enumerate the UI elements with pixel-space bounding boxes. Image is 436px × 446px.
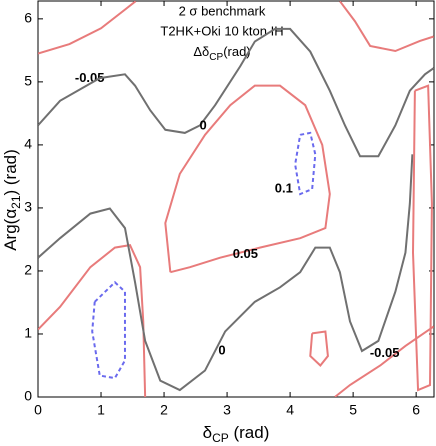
contour-line xyxy=(91,280,126,380)
y-tick-label: 4 xyxy=(24,136,32,152)
y-tick-label: 6 xyxy=(24,10,32,26)
contour-line xyxy=(294,131,317,196)
contour-line xyxy=(38,154,414,392)
contour-line xyxy=(339,1,434,53)
contour-label: 0.1 xyxy=(275,180,293,195)
title-line: T2HK+Oki 10 kton IH xyxy=(160,23,283,38)
contour-line xyxy=(38,243,147,397)
x-axis-label: δCP (rad) xyxy=(203,423,270,445)
x-tick-label: 1 xyxy=(97,402,105,418)
x-tick-label: 4 xyxy=(286,402,294,418)
x-label-sub: CP xyxy=(212,431,229,445)
title-line: 2 σ benchmark xyxy=(179,3,266,18)
x-label-main: δ xyxy=(203,423,212,442)
x-label-rest: (rad) xyxy=(229,423,270,442)
contour-line xyxy=(334,325,434,397)
x-tick-label: 2 xyxy=(160,402,168,418)
contour-line xyxy=(38,1,137,55)
legend-title: ΔδCP(rad) xyxy=(193,44,250,62)
contour-line xyxy=(164,84,331,274)
contour-label: 0 xyxy=(200,117,207,132)
contour-label: 0.05 xyxy=(233,246,258,261)
y-label-main: Arg(α xyxy=(1,209,20,251)
y-axis-label: Arg(α21) (rad) xyxy=(1,149,23,251)
y-tick-label: 3 xyxy=(24,199,32,215)
y-label-sub: 21 xyxy=(9,195,23,209)
contour-label: -0.05 xyxy=(370,345,400,360)
x-tick-label: 3 xyxy=(223,402,231,418)
y-tick-label: 2 xyxy=(24,262,32,278)
y-label-rest: ) (rad) xyxy=(1,149,20,195)
x-tick-label: 5 xyxy=(349,402,357,418)
plot-frame xyxy=(37,0,435,398)
x-tick-label: 0 xyxy=(34,402,42,418)
contour-label: -0.05 xyxy=(75,70,105,85)
contour-line xyxy=(309,330,329,367)
y-tick-label: 0 xyxy=(24,388,32,404)
y-tick-label: 5 xyxy=(24,73,32,89)
x-tick-label: 6 xyxy=(412,402,420,418)
legend-title-sub: CP xyxy=(209,52,223,63)
contour-label: 0 xyxy=(218,342,225,357)
contour-line xyxy=(38,27,434,158)
y-tick-label: 1 xyxy=(24,325,32,341)
contour-line xyxy=(411,84,433,392)
legend-title-main: Δδ xyxy=(193,44,209,59)
legend-title-rest: (rad) xyxy=(223,44,250,59)
